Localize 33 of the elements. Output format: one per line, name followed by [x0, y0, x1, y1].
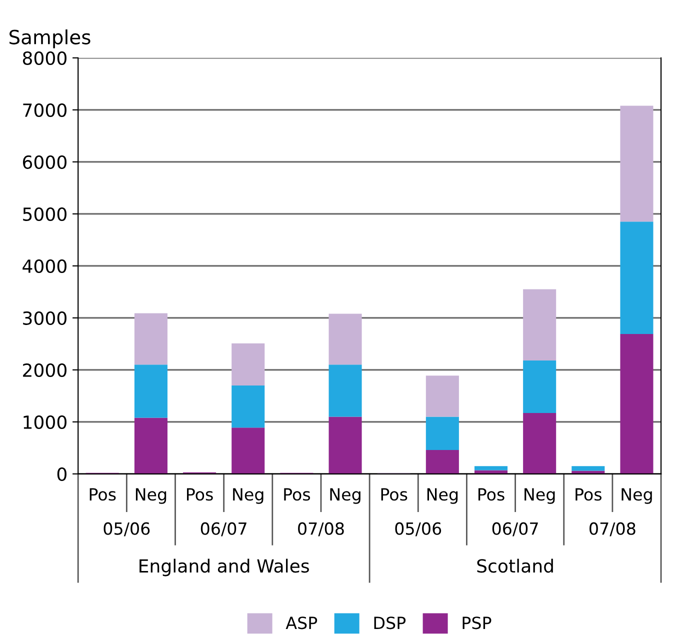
- text: 06/07: [200, 522, 246, 536]
- y-tick-label: 2000: [23, 363, 66, 377]
- y-tick-label: 1000: [24, 415, 66, 430]
- y-tick-label: 8000: [22, 51, 66, 65]
- y-tick-label: 4000: [22, 259, 66, 273]
- text: 06/07: [492, 522, 538, 536]
- x-tick-label: Neg: [622, 488, 652, 504]
- x-tick-label: Neg: [524, 488, 555, 504]
- y-tick-label: 7000: [23, 103, 66, 117]
- x-tick-label: Neg: [136, 488, 166, 504]
- text: England and Wales: [140, 558, 309, 576]
- text: 05/06: [395, 522, 442, 536]
- x-tick-label: Pos: [576, 488, 602, 501]
- x-tick-label: Pos: [187, 488, 213, 501]
- y-tick-label: 6000: [22, 155, 66, 169]
- x-tick-label: Pos: [381, 488, 408, 501]
- x-tick-label: Neg: [427, 488, 458, 504]
- legend-label: PSP: [462, 616, 492, 630]
- x-tick-label: Neg: [330, 488, 360, 504]
- legend-label: ASP: [286, 616, 318, 630]
- y-axis-title: Samples: [10, 29, 90, 48]
- x-tick-label: Pos: [284, 488, 310, 501]
- legend-label: DSP: [374, 616, 406, 630]
- y-tick-label: 3000: [23, 311, 66, 325]
- text: 07/08: [590, 522, 636, 536]
- text: 07/08: [298, 522, 344, 536]
- x-tick-label: Neg: [233, 488, 264, 504]
- text: 05/06: [104, 522, 150, 536]
- y-tick-label: 5000: [23, 207, 66, 221]
- x-tick-label: Pos: [478, 488, 504, 501]
- y-tick-label: 0: [57, 467, 66, 482]
- text: Scotland: [477, 558, 553, 573]
- x-tick-label: Pos: [90, 488, 116, 501]
